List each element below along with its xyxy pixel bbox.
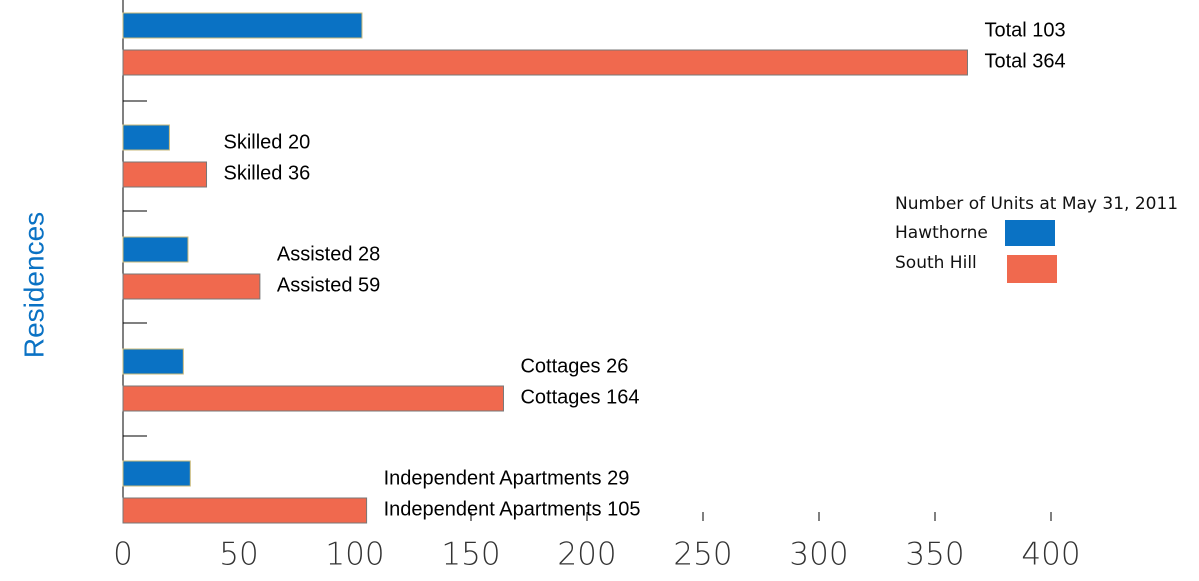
x-tick-label: 300 — [789, 537, 848, 573]
data-label: Independent Apartments 29 — [384, 467, 630, 489]
data-label: Skilled 20 — [224, 131, 311, 153]
legend-label: South Hill — [895, 253, 977, 273]
x-tick-label: 200 — [557, 537, 616, 573]
bar — [122, 385, 504, 412]
x-tick-label: 150 — [441, 537, 500, 573]
legend-swatch — [1007, 255, 1057, 283]
x-tick-label: 400 — [1021, 537, 1080, 573]
x-tick-label: 50 — [219, 537, 258, 573]
data-label: Total 103 — [984, 19, 1065, 41]
data-label: Assisted 28 — [277, 243, 380, 265]
legend-label: Hawthorne — [895, 223, 988, 243]
x-tick-label: 0 — [113, 537, 133, 573]
x-tick-label: 100 — [325, 537, 384, 573]
data-label: Independent Apartments 105 — [384, 498, 641, 520]
legend-title: Number of Units at May 31, 2011 — [895, 194, 1178, 214]
bar — [122, 273, 261, 300]
x-tick-label: 250 — [673, 537, 732, 573]
bar — [122, 348, 184, 375]
data-label: Total 364 — [984, 50, 1065, 72]
bar — [122, 497, 368, 524]
bar — [122, 161, 208, 188]
data-label: Assisted 59 — [277, 274, 380, 296]
bar — [122, 12, 363, 39]
y-axis-label: Residences — [18, 212, 49, 358]
data-label: Cottages 26 — [520, 355, 628, 377]
bar — [122, 124, 170, 151]
legend-swatch — [1005, 220, 1055, 246]
bar — [122, 236, 189, 263]
x-tick-label: 350 — [905, 537, 964, 573]
data-label: Cottages 164 — [520, 386, 639, 408]
data-label: Skilled 36 — [224, 162, 311, 184]
bar — [122, 49, 968, 76]
bar — [122, 460, 191, 487]
